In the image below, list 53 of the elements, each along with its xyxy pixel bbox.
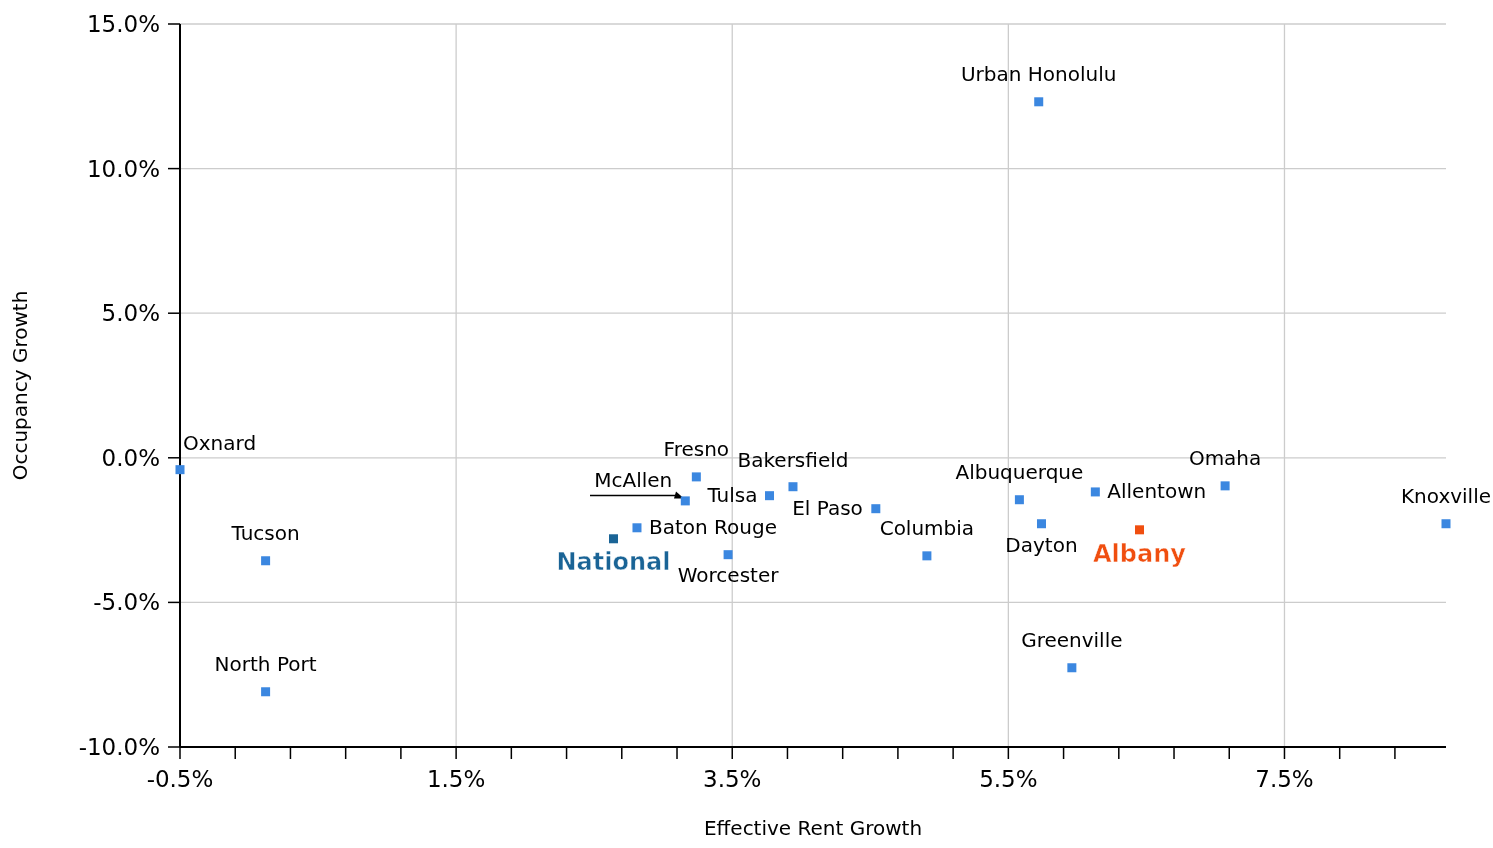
point bbox=[1036, 519, 1046, 529]
annotation: Oxnard bbox=[183, 430, 257, 455]
series-label: Albany bbox=[1093, 539, 1187, 568]
y-tick-label: 5.0% bbox=[101, 300, 160, 327]
x-tick-label: 3.5% bbox=[703, 766, 762, 792]
series-label: National bbox=[556, 547, 671, 576]
point bbox=[680, 496, 690, 506]
annotation: Greenville bbox=[1021, 627, 1123, 652]
point bbox=[1090, 487, 1100, 497]
point bbox=[871, 504, 881, 514]
annotation: Worcester bbox=[677, 562, 780, 587]
point bbox=[261, 687, 271, 697]
point bbox=[691, 472, 701, 482]
point bbox=[723, 550, 733, 560]
annotation: Baton Rouge bbox=[648, 514, 777, 539]
x-tick-label: -0.5% bbox=[146, 766, 214, 792]
point bbox=[175, 465, 185, 475]
point bbox=[632, 523, 642, 533]
x-tick-label: 1.5% bbox=[426, 766, 486, 792]
annotation: Tucson bbox=[230, 520, 300, 545]
point bbox=[922, 551, 932, 561]
point bbox=[1067, 663, 1077, 673]
annotation: Tulsa bbox=[706, 482, 758, 507]
point bbox=[1014, 495, 1024, 505]
point bbox=[1220, 481, 1230, 491]
annotation: El Paso bbox=[792, 495, 863, 520]
y-axis-title: Occupancy Growth bbox=[8, 290, 32, 481]
y-tick-label: 15.0% bbox=[86, 11, 160, 37]
x-tick-label: 5.5% bbox=[979, 766, 1038, 792]
annotation: Knoxville bbox=[1400, 483, 1492, 508]
point bbox=[1441, 519, 1451, 529]
point bbox=[788, 482, 798, 492]
y-tick-label: -10.0% bbox=[78, 734, 160, 760]
annotation: Columbia bbox=[879, 515, 975, 540]
y-tick-label: 10.0% bbox=[86, 155, 160, 182]
point bbox=[261, 556, 271, 566]
point bbox=[609, 534, 619, 544]
annotation: North Port bbox=[214, 651, 317, 676]
annotation: Omaha bbox=[1188, 445, 1262, 470]
annotation: Fresno bbox=[663, 436, 730, 461]
annotation: Dayton bbox=[1005, 532, 1078, 557]
annotation: Urban Honolulu bbox=[960, 61, 1117, 86]
annotation: Allentown bbox=[1107, 478, 1207, 503]
point bbox=[765, 491, 775, 501]
y-tick-label: -5.0% bbox=[93, 589, 160, 616]
y-tick-label: 0.0% bbox=[101, 444, 160, 471]
x-tick-label: 7.5% bbox=[1255, 766, 1314, 792]
point bbox=[1135, 525, 1145, 535]
annotation: Albuquerque bbox=[955, 459, 1084, 484]
point bbox=[1034, 97, 1044, 107]
x-axis-title: Effective Rent Growth bbox=[703, 816, 923, 840]
annotation: Bakersfield bbox=[737, 447, 849, 472]
annotation: McAllen bbox=[594, 467, 673, 492]
